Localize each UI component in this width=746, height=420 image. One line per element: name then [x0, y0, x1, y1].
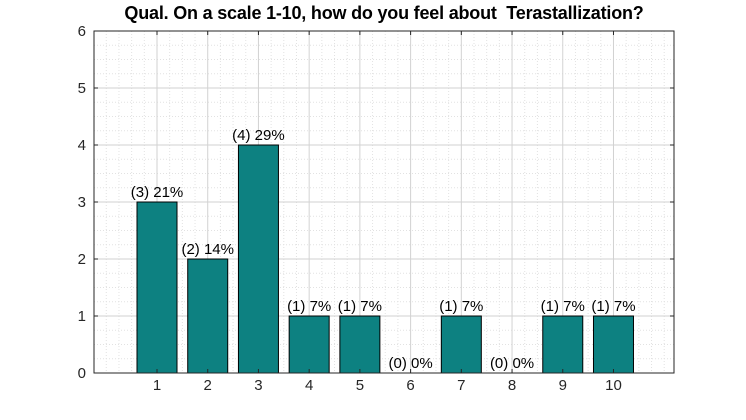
bar	[136, 201, 178, 374]
bar-value-label: (1) 7%	[591, 298, 635, 315]
bar-value-label: (1) 7%	[338, 298, 382, 315]
plot-border	[93, 30, 675, 374]
y-tick-label: 6	[78, 23, 86, 40]
bar-value-label: (1) 7%	[439, 298, 483, 315]
x-tick-label: 4	[305, 377, 313, 394]
x-tick-label: 6	[406, 377, 414, 394]
bar-value-label: (1) 7%	[287, 298, 331, 315]
y-tick-label: 0	[78, 365, 86, 382]
bar-value-label: (3) 21%	[131, 184, 184, 201]
x-tick-label: 5	[356, 377, 364, 394]
bar	[237, 144, 279, 374]
bar	[339, 315, 381, 374]
x-tick-label: 10	[605, 377, 622, 394]
bar-value-label: (0) 0%	[490, 355, 534, 372]
x-tick-label: 3	[254, 377, 262, 394]
y-tick-label: 4	[78, 137, 86, 154]
bar	[542, 315, 584, 374]
x-tick-label: 9	[559, 377, 567, 394]
bar	[187, 258, 229, 374]
bar-value-label: (1) 7%	[541, 298, 585, 315]
y-tick-label: 3	[78, 194, 86, 211]
x-tick-label: 2	[204, 377, 212, 394]
y-tick-label: 5	[78, 80, 86, 97]
x-tick-label: 8	[508, 377, 516, 394]
bar-value-label: (4) 29%	[232, 127, 285, 144]
x-tick-label: 1	[153, 377, 161, 394]
bar-value-label: (2) 14%	[181, 241, 234, 258]
bar	[440, 315, 482, 374]
chart-title: Qual. On a scale 1-10, how do you feel a…	[124, 3, 644, 23]
bar-value-label: (0) 0%	[389, 355, 433, 372]
bar	[288, 315, 330, 374]
y-tick-label: 2	[78, 251, 86, 268]
bar	[592, 315, 634, 374]
y-tick-label: 1	[78, 308, 86, 325]
x-tick-label: 7	[457, 377, 465, 394]
